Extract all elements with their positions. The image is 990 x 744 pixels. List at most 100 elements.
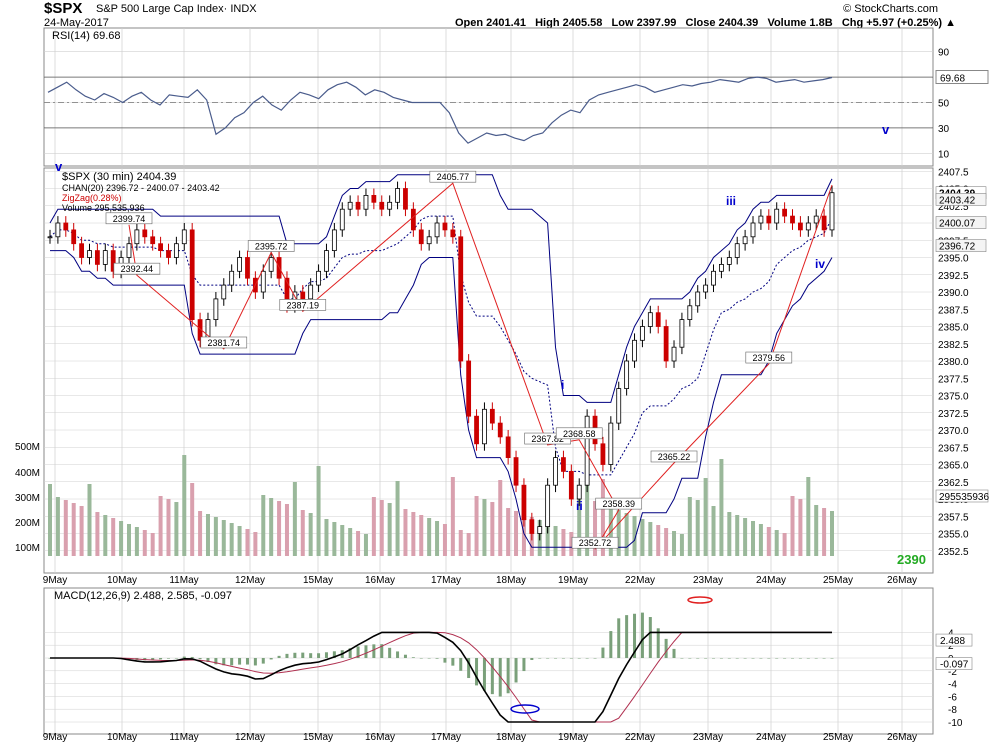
- candle-body: [576, 484, 582, 500]
- wave-label: iv: [815, 257, 825, 271]
- candle-body: [711, 270, 716, 286]
- volume-bar: [221, 520, 226, 556]
- candle-body: [403, 188, 408, 210]
- candle-body: [466, 360, 472, 417]
- candle-body: [395, 188, 400, 203]
- macd-histogram-bar: [735, 658, 739, 659]
- macd-histogram-bar: [822, 658, 826, 659]
- macd-histogram-bar: [403, 654, 407, 658]
- candle-body: [387, 201, 393, 210]
- macd-trough-marker: [510, 704, 540, 714]
- macd-histogram-bar: [617, 618, 621, 658]
- macd-last-box: [935, 657, 973, 670]
- macd-tick-label: -10: [948, 718, 963, 729]
- macd-histogram-bar: [159, 658, 163, 660]
- wave-label: ii: [576, 499, 583, 513]
- macd-panel: [43, 587, 934, 735]
- macd-histogram-bar: [791, 658, 795, 659]
- macd-histogram-bar: [522, 658, 526, 672]
- macd-histogram-bar: [435, 658, 439, 659]
- macd-histogram-bar: [411, 657, 415, 658]
- x-tick-label: 12May: [235, 575, 265, 586]
- candle-body: [616, 388, 622, 424]
- candle-body: [774, 208, 780, 224]
- volume-bar: [672, 531, 677, 556]
- macd-histogram-bar: [166, 658, 170, 659]
- volume-bar: [466, 533, 471, 556]
- macd-histogram-bar: [427, 658, 431, 659]
- rsi-line: [47, 76, 833, 144]
- volume-bar: [790, 496, 795, 556]
- x-tick-label: 10May: [107, 575, 137, 586]
- volume-last-label: 295535936: [939, 492, 989, 503]
- macd-last-box: [935, 633, 973, 647]
- volume-bar: [63, 500, 68, 556]
- candle-body: [324, 250, 329, 272]
- volume-tick-label: 500M: [15, 442, 40, 453]
- candle-body: [782, 208, 788, 217]
- volume-bar: [174, 502, 179, 556]
- candle-body: [166, 250, 171, 258]
- candle-body: [497, 422, 503, 438]
- wave-label: i: [561, 378, 564, 392]
- volume-bar: [766, 527, 771, 556]
- pivot-label: 2381.74: [208, 338, 241, 348]
- macd-histogram-bar: [743, 658, 747, 659]
- candle-body: [55, 222, 61, 238]
- candle-body: [245, 257, 250, 279]
- candle-body: [600, 443, 606, 465]
- macd-histogram-bar: [609, 631, 613, 658]
- zigzag-legend: ZigZag(0.28%): [62, 193, 122, 203]
- rsi-last-label: 69.68: [940, 74, 965, 85]
- volume-bar: [411, 512, 416, 556]
- macd-histogram-bar: [775, 658, 779, 659]
- candle-body: [742, 236, 748, 245]
- wave-label: iii: [726, 194, 736, 208]
- macd-histogram-bar: [601, 647, 605, 658]
- volume-bar: [814, 505, 819, 556]
- candle-body: [568, 470, 574, 500]
- candle-body: [537, 526, 543, 534]
- macd-legend: MACD(12,26,9) 2.488, 2.585, -0.097: [54, 590, 232, 602]
- candle-body: [126, 243, 132, 258]
- volume-bar: [348, 528, 353, 556]
- last-value-label: 2403.42: [939, 195, 976, 206]
- candle-body: [687, 305, 693, 320]
- price-legend: $SPX (30 min) 2404.39: [62, 171, 176, 183]
- x-tick-label-macd: 26May: [887, 732, 917, 743]
- last-value-box: [935, 239, 987, 252]
- macd-histogram-bar: [640, 612, 644, 658]
- candle-body: [647, 312, 653, 327]
- x-tick-label: 9May: [43, 575, 67, 586]
- channel-legend: CHAN(20) 2396.72 - 2400.07 - 2403.42: [62, 183, 220, 193]
- macd-histogram-bar: [561, 658, 565, 659]
- macd-lines: [48, 596, 834, 723]
- volume-bar: [419, 515, 424, 556]
- pivot-label: 2405.77: [437, 172, 470, 182]
- macd-histogram-bar: [277, 655, 281, 658]
- macd-histogram-bar: [672, 648, 676, 658]
- volume-bar: [648, 522, 653, 556]
- x-tick-label: 16May: [365, 575, 395, 586]
- candle-body: [221, 284, 227, 300]
- volume-bar: [277, 501, 282, 556]
- candle-body: [316, 270, 321, 286]
- candle-body: [529, 519, 535, 534]
- candle-body: [734, 243, 740, 258]
- macd-histogram-bar: [332, 651, 336, 658]
- pivot-label: 2368.58: [563, 429, 596, 439]
- pivot-label-box: [555, 427, 603, 440]
- candle-body: [331, 229, 337, 251]
- macd-histogram-bar: [727, 658, 731, 659]
- pivot-label: 2395.72: [255, 242, 288, 252]
- x-tick-label-macd: 16May: [365, 732, 395, 743]
- macd-histogram-bar: [696, 658, 700, 659]
- x-tick-label: 11May: [169, 575, 198, 586]
- macd-histogram-bar: [482, 658, 486, 691]
- zigzag-line: [128, 182, 833, 550]
- macd-histogram-bar: [680, 658, 684, 659]
- macd-histogram-bar: [356, 646, 360, 658]
- candle-body: [47, 236, 53, 239]
- candle-body: [821, 215, 827, 231]
- rsi-legend: RSI(14) 69.68: [52, 30, 120, 42]
